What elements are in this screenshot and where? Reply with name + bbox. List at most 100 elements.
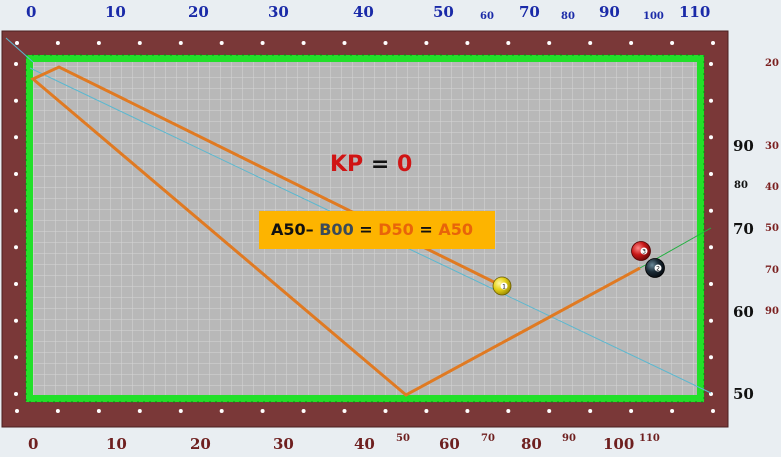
bottom-scale-90: 90 <box>562 433 576 444</box>
right-outer-scale-50: 50 <box>765 223 779 234</box>
right-outer-scale-40: 40 <box>765 182 779 193</box>
rail-diamond-top <box>588 41 593 45</box>
rail-diamond-top <box>711 41 715 45</box>
rail-diamond-top <box>506 41 511 45</box>
bottom-scale-40: 40 <box>354 435 375 453</box>
bottom-scale-80: 80 <box>521 435 542 453</box>
bottom-scale-10: 10 <box>106 435 127 453</box>
formula-diamond: D50 <box>378 220 414 239</box>
object-ball-black: 2 <box>645 258 665 278</box>
rail-diamond-left <box>14 392 18 396</box>
right-outer-scale-20: 20 <box>765 58 779 69</box>
rail-diamond-left <box>14 282 18 286</box>
rail-diamond-bottom <box>260 409 265 413</box>
ball-path <box>30 65 641 397</box>
rail-diamond-top <box>629 41 634 45</box>
rail-diamond-bottom <box>383 409 388 413</box>
rail-diamond-bottom <box>137 409 142 413</box>
right-scale-50: 50 <box>733 385 754 403</box>
top-scale-110: 110 <box>679 3 711 21</box>
rail-diamond-right <box>709 98 713 103</box>
rail-diamond-bottom <box>547 409 552 413</box>
formula-result: A50 <box>438 220 474 239</box>
rail-diamond-bottom <box>629 409 634 413</box>
top-scale-30: 30 <box>268 3 289 21</box>
rail-diamond-bottom <box>588 409 593 413</box>
rail-diamond-right <box>709 245 713 250</box>
rail-diamond-bottom <box>96 409 101 413</box>
kp-text: KP <box>330 152 364 177</box>
formula-equals-1: = <box>359 220 373 239</box>
object-ball-red: 3 <box>631 241 651 261</box>
cushion-dash-pattern <box>25 54 705 403</box>
formula-cue: B00 <box>319 220 354 239</box>
rail-diamond-left <box>14 208 18 213</box>
rail-diamond-top <box>424 41 429 45</box>
right-scale-80: 80 <box>734 180 748 191</box>
rail-diamond-bottom <box>55 409 60 413</box>
rail-diamonds <box>14 41 715 413</box>
top-scale-80: 80 <box>561 11 575 22</box>
ball-number: 1 <box>502 284 506 291</box>
rail-diamond-top <box>465 41 470 45</box>
rail-diamond-bottom <box>15 409 19 413</box>
bottom-scale-20: 20 <box>190 435 211 453</box>
rail-diamond-left <box>14 98 18 103</box>
rail-diamond-top <box>547 41 552 45</box>
top-scale-10: 10 <box>105 3 126 21</box>
top-scale-90: 90 <box>599 3 620 21</box>
rail-diamond-top <box>178 41 183 45</box>
rail-diamond-right <box>709 282 713 286</box>
rail-diamond-top <box>670 41 675 45</box>
rail-diamond-top <box>15 41 19 45</box>
system-formula-box: A50– B00 = D50 = A50 <box>259 211 495 249</box>
rail-diamond-top <box>260 41 265 45</box>
right-scale-90: 90 <box>733 137 754 155</box>
corner-guide-line <box>5 37 34 63</box>
bottom-scale-100: 100 <box>603 435 635 453</box>
rail-diamond-left <box>14 355 18 360</box>
rail-diamond-top <box>96 41 101 45</box>
bottom-scale-110: 110 <box>639 433 660 444</box>
rail-diamond-right <box>709 135 713 140</box>
top-scale-50: 50 <box>433 3 454 21</box>
rail-diamond-top <box>55 41 60 45</box>
right-outer-scale-90: 90 <box>765 306 779 317</box>
rail-diamond-top <box>219 41 224 45</box>
rail-diamond-right <box>709 208 713 213</box>
rail-diamond-right <box>709 355 713 360</box>
ball-number: 3 <box>642 249 646 256</box>
top-scale-100: 100 <box>643 11 664 22</box>
rail-diamond-bottom <box>465 409 470 413</box>
rail-diamond-top <box>342 41 347 45</box>
formula-start: A50 <box>271 220 306 239</box>
rail-diamond-bottom <box>178 409 183 413</box>
kp-label: KP = 0 <box>330 152 412 177</box>
rail-diamond-top <box>137 41 142 45</box>
bottom-scale-60: 60 <box>439 435 460 453</box>
rail-diamond-left <box>14 62 18 66</box>
rail-diamond-bottom <box>219 409 224 413</box>
top-scale-60: 60 <box>480 11 494 22</box>
top-scale-70: 70 <box>519 3 540 21</box>
kp-equals: = <box>370 152 390 177</box>
bottom-scale-50: 50 <box>396 433 410 444</box>
right-scale-60: 60 <box>733 303 754 321</box>
top-scale-20: 20 <box>188 3 209 21</box>
kp-value: 0 <box>396 152 413 177</box>
rail-diamond-bottom <box>301 409 306 413</box>
bottom-scale-70: 70 <box>481 433 495 444</box>
right-outer-scale-70: 70 <box>765 265 779 276</box>
rail-diamond-left <box>14 172 18 176</box>
rail-diamond-right <box>709 62 713 66</box>
rail-diamond-bottom <box>711 409 715 413</box>
rail-diamond-right <box>709 172 713 176</box>
rail-diamond-right <box>709 318 713 323</box>
rail-diamond-top <box>301 41 306 45</box>
rail-diamond-bottom <box>670 409 675 413</box>
rail-diamond-bottom <box>506 409 511 413</box>
rail-diamond-bottom <box>424 409 429 413</box>
rail-diamond-left <box>14 135 18 140</box>
rail-diamond-bottom <box>342 409 347 413</box>
